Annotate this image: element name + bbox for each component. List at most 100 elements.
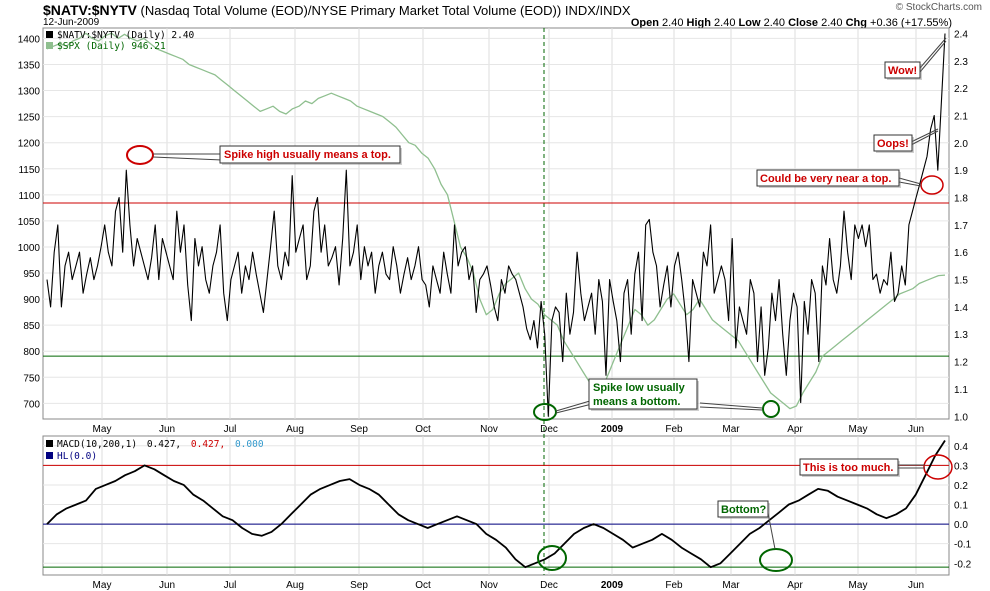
legend-macd-val3: 0.000 <box>235 439 264 450</box>
right-tick-label: 2.2 <box>954 84 968 95</box>
right-tick-label: 1.8 <box>954 194 968 205</box>
legend-macd-val1: 0.427, <box>147 439 181 450</box>
left-tick-label: 1150 <box>18 165 40 176</box>
macd-legend: MACD(10,200,1) 0.427, 0.427, 0.000 HL(0.… <box>46 439 264 462</box>
month-label: Dec <box>540 424 558 435</box>
month-label: Jul <box>224 580 237 591</box>
annotation-boxes: Spike high usually means a top. Spike lo… <box>219 61 922 519</box>
month-label: Oct <box>415 580 431 591</box>
month-label: Sep <box>350 580 368 591</box>
right-tick-label: 1.4 <box>954 303 968 314</box>
annotation-spike-high: Spike high usually means a top. <box>224 149 391 161</box>
pointer-spike-low-2 <box>699 402 763 411</box>
macd-bottom-ellipse-1 <box>537 545 567 571</box>
right-tick-label: 1.6 <box>954 248 968 259</box>
month-label: Jun <box>159 424 175 435</box>
close-value: 2.40 <box>821 17 843 29</box>
macd-tick-label: 0.3 <box>954 461 968 472</box>
month-label: 2009 <box>601 580 624 591</box>
month-label: Aug <box>286 424 304 435</box>
pointer-bottom-q <box>767 512 776 550</box>
ticker-description: (Nasdaq Total Volume (EOD)/NYSE Primary … <box>140 3 562 18</box>
macd-tick-label: 0.1 <box>954 501 968 512</box>
month-label: Apr <box>787 424 803 435</box>
annotation-bottom-q: Bottom? <box>721 504 766 516</box>
chg-value: +0.36 (+17.55%) <box>870 17 952 29</box>
right-tick-label: 2.3 <box>954 57 968 68</box>
month-label: Mar <box>722 580 740 591</box>
right-tick-label: 1.0 <box>954 412 968 423</box>
annotation-spike-low-1: Spike low usually <box>593 382 686 394</box>
legend-swatch-spx <box>46 42 53 49</box>
callout-bottom-q-box <box>717 500 769 518</box>
macd-tick-label: 0.2 <box>954 481 968 492</box>
callout-oops-box <box>873 134 913 152</box>
callout-wow: Wow! <box>884 61 922 80</box>
pointer-oops <box>910 128 939 146</box>
legend-macd: MACD(10,200,1) 0.427, 0.427, 0.000 <box>57 439 264 450</box>
right-tick-label: 2.1 <box>954 111 968 122</box>
legend-swatch-hl <box>46 452 53 459</box>
legend-macd-label: MACD(10,200,1) <box>57 439 137 450</box>
open-label: Open <box>630 17 659 29</box>
macd-bottom-ellipse-2 <box>759 548 793 572</box>
month-label: Aug <box>286 580 304 591</box>
right-tick-label: 1.5 <box>954 276 968 287</box>
low-value: 2.40 <box>763 17 786 29</box>
high-label: High <box>686 17 711 29</box>
axis-labels: May May Jun Jun Jul Jul Aug Aug Sep Sep Oct Oct Nov N… <box>18 29 972 591</box>
left-tick-label: 750 <box>23 373 40 384</box>
left-tick-label: 1350 <box>18 60 41 71</box>
annotation-spike-low-2: means a bottom. <box>593 396 680 408</box>
month-label: Jul <box>224 424 237 435</box>
annotation-near-top: Could be very near a top. <box>760 173 891 185</box>
exchange: INDX/INDX <box>564 3 631 18</box>
left-tick-label: 900 <box>23 295 40 306</box>
callout-near-top-box <box>756 169 900 187</box>
month-label: Mar <box>722 424 740 435</box>
month-label: May <box>93 424 112 435</box>
left-tick-label: 1050 <box>18 217 41 228</box>
month-label: Sep <box>350 424 368 435</box>
macd-panel <box>42 435 950 576</box>
callout-near-top: Could be very near a top. <box>756 169 901 188</box>
right-tick-label: 1.2 <box>954 358 968 369</box>
legend-spx: $SPX (Daily) 946.21 <box>57 41 166 52</box>
horizontal-reference-lines <box>43 202 949 568</box>
spike-high-ellipse <box>126 145 154 165</box>
macd-tick-label: -0.2 <box>954 559 972 570</box>
month-label: Feb <box>665 424 683 435</box>
legend-macd-val2: 0.427, <box>191 439 225 450</box>
main-legend: $NATV:$NYTV (Daily) 2.40 $SPX (Daily) 94… <box>46 30 195 52</box>
left-tick-label: 1200 <box>18 139 41 150</box>
month-label: 2009 <box>601 424 624 435</box>
pointer-spike-high <box>152 153 223 161</box>
chart-title: $NATV:$NYTV (Nasdaq Total Volume (EOD)/N… <box>43 2 631 18</box>
callout-spike-low-box <box>588 378 698 410</box>
month-label: Jun <box>159 580 175 591</box>
spike-low-ellipse-2 <box>762 400 780 418</box>
low-label: Low <box>738 17 761 29</box>
left-tick-label: 1400 <box>18 34 41 45</box>
right-tick-label: 1.1 <box>954 385 968 396</box>
left-tick-label: 700 <box>23 399 40 410</box>
callout-oops: Oops! <box>873 134 914 153</box>
near-top-ellipse <box>920 175 944 195</box>
month-label: Jun <box>908 580 924 591</box>
month-label: May <box>849 580 868 591</box>
macd-tick-label: 0.4 <box>954 442 968 453</box>
month-label: Jun <box>908 424 924 435</box>
ohlc-readout: Open 2.40 High 2.40 Low 2.40 Close 2.40 … <box>631 17 952 29</box>
series-layer <box>46 32 946 569</box>
annotation-ellipses <box>126 145 953 572</box>
brand-logo[interactable]: © StockCharts.com <box>895 2 982 13</box>
ticker: $NATV:$NYTV <box>43 2 137 18</box>
left-tick-label: 850 <box>23 321 40 332</box>
legend-hl: HL(0.0) <box>57 451 97 462</box>
right-tick-label: 1.7 <box>954 221 968 232</box>
callout-too-much-box <box>799 458 899 476</box>
pointer-near-top <box>898 177 922 187</box>
callout-wow-box <box>884 61 921 79</box>
month-label: Nov <box>480 424 498 435</box>
